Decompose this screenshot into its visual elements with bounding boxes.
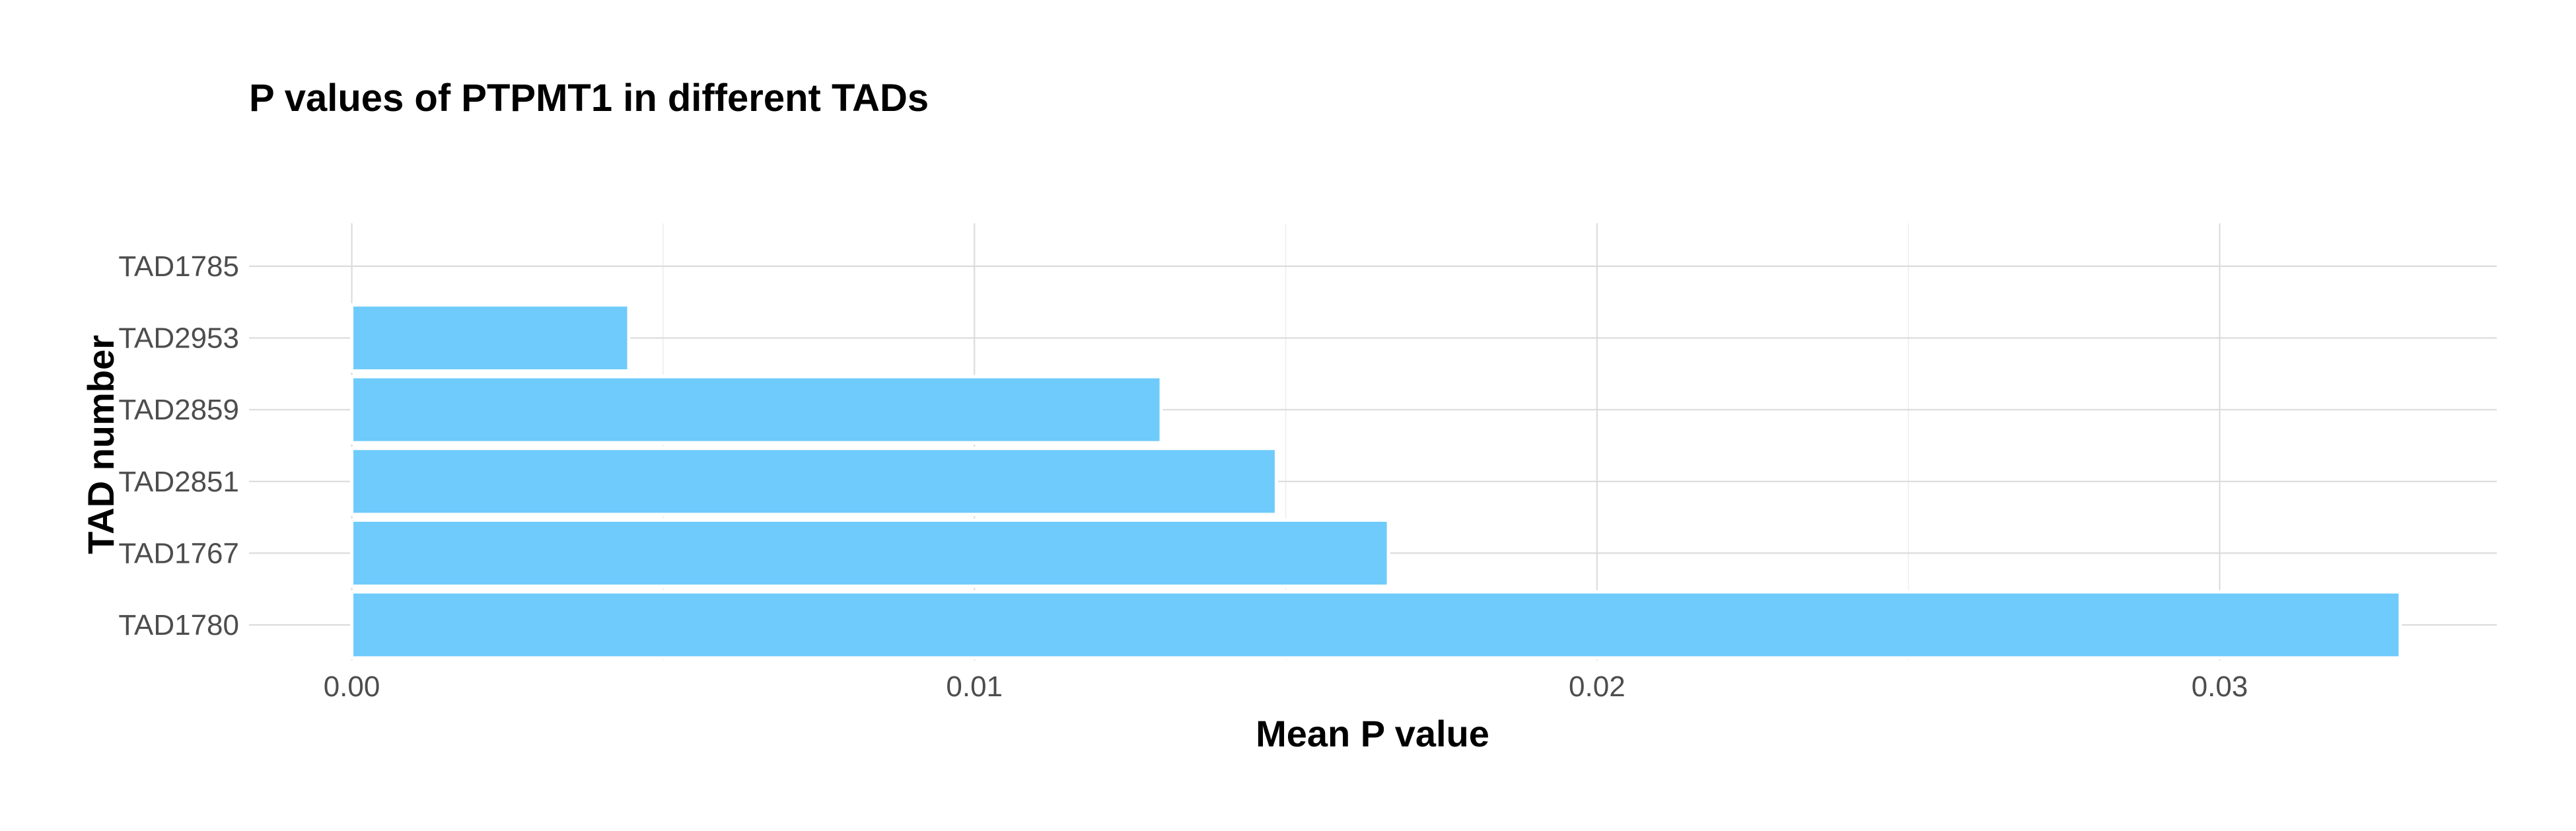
x-tick-label: 0.00 [324,670,380,703]
chart-title: P values of PTPMT1 in different TADs [249,77,929,120]
bars [350,303,2402,660]
y-axis-title: TAD number [80,335,122,554]
y-tick-label: TAD1780 [118,609,239,641]
bar-tad2953 [350,303,631,373]
y-tick-label: TAD2859 [118,394,239,426]
bar-tad1780 [350,590,2402,660]
x-tick-label: 0.01 [946,670,1003,703]
bar-tad2859 [350,375,1163,445]
y-tick-label: TAD1785 [118,250,239,283]
x-tick-label: 0.03 [2192,670,2248,703]
y-tick-label: TAD2953 [118,322,239,355]
y-axis-ticks: TAD1785 TAD2953 TAD2859 TAD2851 TAD1767 TAD17… [118,250,239,641]
bar-tad2851 [350,447,1278,517]
y-tick-label: TAD1767 [118,537,239,569]
y-tick-label: TAD2851 [118,466,239,498]
x-axis-title: Mean P value [1256,713,1489,754]
x-axis-ticks: 0.00 0.01 0.02 0.03 [324,670,2248,703]
bar-tad1767 [350,518,1390,588]
x-tick-label: 0.02 [1569,670,1626,703]
